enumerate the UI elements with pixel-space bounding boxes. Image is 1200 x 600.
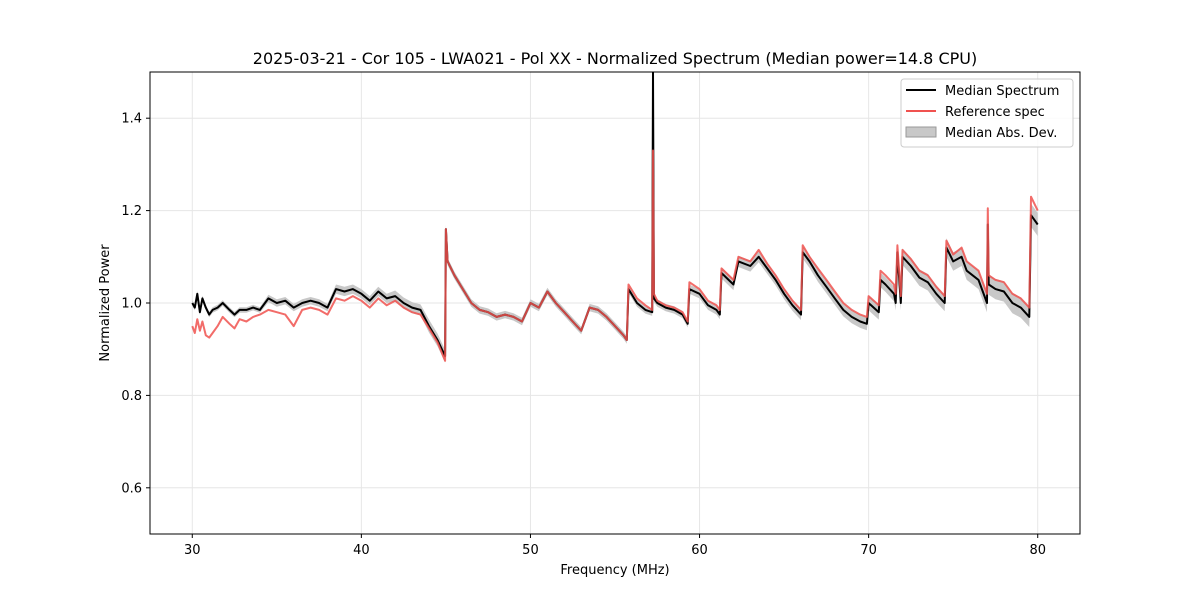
data-layer — [191, 72, 1039, 363]
legend: Median Spectrum Reference spec Median Ab… — [900, 78, 1074, 148]
mad-band — [192, 72, 1038, 363]
legend-label-reference: Reference spec — [945, 105, 1045, 120]
y-tick-label: 1.0 — [121, 297, 142, 312]
x-ticks: 30 40 50 60 70 80 — [184, 534, 1046, 558]
x-tick-label: 30 — [184, 543, 201, 558]
plot-area: 30 40 50 60 70 80 0.6 0.8 1.0 1.2 1.4 — [121, 71, 1081, 558]
y-ticks: 0.6 0.8 1.0 1.2 1.4 — [121, 112, 150, 496]
x-tick-label: 40 — [353, 543, 370, 558]
y-tick-label: 0.8 — [121, 389, 142, 404]
y-tick-label: 0.6 — [121, 481, 142, 496]
legend-label-median: Median Spectrum — [945, 84, 1059, 99]
x-tick-label: 60 — [691, 543, 708, 558]
x-axis-label: Frequency (MHz) — [560, 563, 669, 578]
y-axis-label: Normalized Power — [98, 244, 113, 362]
legend-swatch-mad — [905, 126, 937, 138]
legend-box — [900, 78, 1074, 148]
y-tick-label: 1.4 — [121, 112, 142, 127]
reference-spectrum-line — [191, 149, 1039, 362]
chart-title: 2025-03-21 - Cor 105 - LWA021 - Pol XX -… — [253, 49, 977, 68]
x-tick-label: 50 — [522, 543, 539, 558]
y-tick-label: 1.2 — [121, 204, 142, 219]
legend-label-mad: Median Abs. Dev. — [945, 126, 1057, 141]
x-tick-label: 70 — [860, 543, 877, 558]
x-tick-label: 80 — [1029, 543, 1046, 558]
